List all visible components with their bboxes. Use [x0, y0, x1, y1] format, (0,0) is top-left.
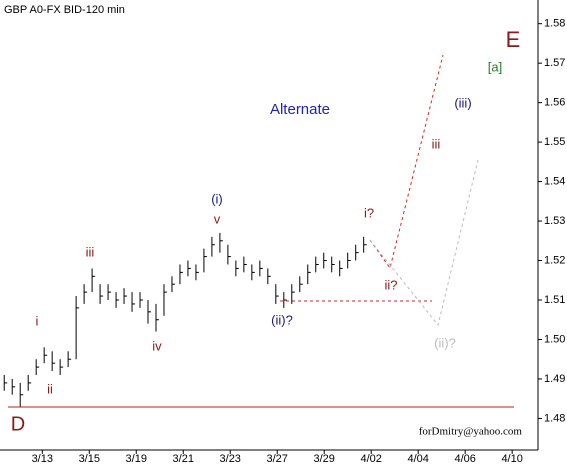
- x-tick-label: 3/23: [220, 453, 241, 465]
- y-tick-label: 1.58: [544, 18, 565, 30]
- wave-label: iii: [86, 244, 95, 259]
- wave-label: D: [11, 413, 25, 435]
- wave-label: ii?: [384, 277, 397, 292]
- projection: [369, 54, 444, 270]
- wave-label: E: [506, 27, 521, 52]
- wave-label: (i): [211, 191, 223, 206]
- wave-label: (ii)?: [434, 335, 456, 350]
- x-tick-label: 3/21: [173, 453, 194, 465]
- x-tick-label: 3/27: [267, 453, 288, 465]
- y-tick-label: 1.54: [544, 175, 565, 187]
- y-tick-label: 1.52: [544, 254, 565, 266]
- y-tick-label: 1.53: [544, 215, 565, 227]
- y-tick-label: 1.49: [544, 373, 565, 385]
- wave-label: ii: [47, 381, 53, 396]
- wave-label: Alternate: [270, 101, 330, 118]
- x-tick-label: 3/19: [126, 453, 147, 465]
- wave-label: i: [36, 313, 39, 328]
- wave-label: iv: [152, 338, 162, 353]
- wave-label: (iii): [454, 95, 471, 110]
- y-tick-label: 1.51: [544, 294, 565, 306]
- x-tick-label: 3/29: [313, 453, 334, 465]
- y-tick-label: 1.56: [544, 97, 565, 109]
- wave-label: v: [214, 211, 221, 226]
- x-tick-label: 4/10: [501, 453, 522, 465]
- x-tick-label: 4/04: [407, 453, 428, 465]
- x-tick-label: 3/13: [32, 453, 53, 465]
- projection: [369, 159, 479, 327]
- x-tick-label: 4/02: [360, 453, 381, 465]
- y-tick-label: 1.50: [544, 333, 565, 345]
- wave-label: iii: [432, 136, 441, 151]
- chart-title: GBP A0-FX BID-120 min: [4, 4, 125, 16]
- wave-label: (ii)?: [271, 312, 293, 327]
- footer: forDmitry@yahoo.com: [419, 426, 523, 438]
- wave-label: [a]: [488, 59, 502, 74]
- x-tick-label: 4/06: [454, 453, 475, 465]
- wave-label: i?: [364, 205, 374, 220]
- y-tick-label: 1.57: [544, 57, 565, 69]
- x-tick-label: 3/15: [79, 453, 100, 465]
- y-tick-label: 1.55: [544, 136, 565, 148]
- y-tick-label: 1.48: [544, 412, 565, 424]
